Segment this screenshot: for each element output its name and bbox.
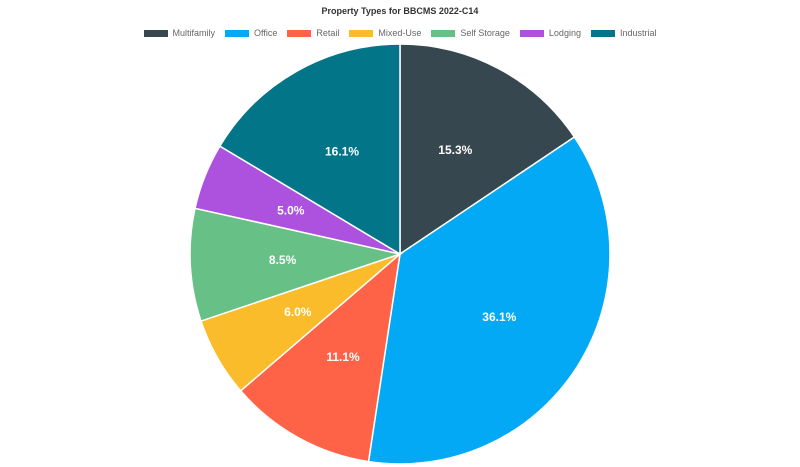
legend-swatch	[287, 29, 312, 37]
legend-item-mixed-use[interactable]: Mixed-Use	[349, 28, 421, 38]
legend-item-multifamily[interactable]: Multifamily	[143, 28, 216, 38]
legend-swatch	[519, 29, 544, 37]
legend-swatch	[349, 29, 374, 37]
chart-title: Property Types for BBCMS 2022-C14	[321, 6, 479, 16]
legend-item-industrial[interactable]: Industrial	[590, 28, 657, 38]
pie-slice-office[interactable]	[367, 135, 611, 465]
legend: Multifamily Office Retail Mixed-Use Self Sto…	[0, 28, 800, 38]
slice-data-label: 36.1%	[482, 310, 516, 324]
slice-data-label: 15.3%	[438, 143, 472, 157]
legend-label: Self Storage	[460, 28, 510, 38]
legend-label: Multifamily	[172, 28, 216, 38]
slice-data-label: 6.0%	[284, 305, 312, 319]
slice-data-label: 16.1%	[325, 145, 359, 159]
legend-swatch	[590, 29, 615, 37]
pie-slice-industrial[interactable]	[218, 43, 401, 256]
slice-data-label: 11.1%	[326, 350, 360, 364]
legend-label: Industrial	[619, 28, 657, 38]
legend-label: Lodging	[548, 28, 581, 38]
slice-data-label: 8.5%	[269, 253, 297, 267]
legend-label: Office	[254, 28, 278, 38]
pie-slice-multifamily[interactable]	[399, 43, 576, 256]
slice-data-label: 5.0%	[277, 203, 305, 217]
legend-item-lodging[interactable]: Lodging	[519, 28, 581, 38]
legend-swatch	[225, 29, 250, 37]
legend-item-self-storage[interactable]: Self Storage	[431, 28, 510, 38]
legend-label: Mixed-Use	[378, 28, 422, 38]
legend-swatch	[431, 29, 456, 37]
legend-label: Retail	[316, 28, 340, 38]
legend-swatch	[143, 29, 168, 37]
pie-slice-retail[interactable]	[239, 252, 402, 463]
legend-item-office[interactable]: Office	[225, 28, 277, 38]
pie-slice-self-storage[interactable]	[189, 207, 403, 323]
legend-item-retail[interactable]: Retail	[287, 28, 339, 38]
